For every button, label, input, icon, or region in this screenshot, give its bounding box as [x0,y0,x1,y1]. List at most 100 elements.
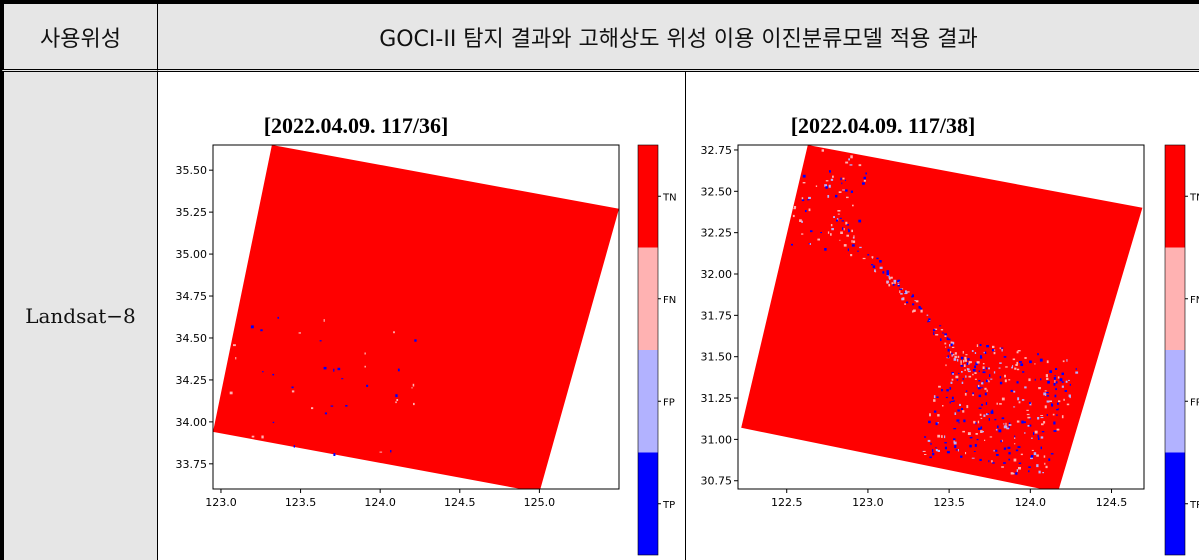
class-speckle [941,389,943,392]
class-speckle [872,265,876,269]
class-speckle [947,348,950,352]
class-speckle [843,228,845,231]
chart-title: [2022.04.09. 117/36] [264,113,449,138]
class-speckle [974,352,977,354]
class-speckle [1056,428,1060,431]
colorbar-segment-fp [638,350,658,453]
class-speckle [976,344,979,347]
class-speckle [879,266,883,269]
class-speckle [954,355,957,358]
class-speckle [939,325,942,327]
class-speckle [974,378,977,380]
class-speckle [952,373,954,375]
class-speckle [1040,417,1044,419]
class-speckle [1054,375,1056,377]
class-speckle [1031,437,1033,439]
class-speckle [847,248,849,252]
class-speckle [888,283,891,287]
class-speckle [842,227,844,230]
class-speckle [825,186,828,189]
class-speckle [1057,408,1059,410]
class-speckle [961,381,964,384]
class-speckle [229,391,233,395]
class-speckle [341,378,344,380]
class-speckle [831,228,834,231]
class-speckle [1036,454,1039,457]
scene-group [741,145,1143,489]
class-speckle [988,418,990,421]
class-speckle [1008,379,1011,381]
class-speckle [1047,380,1050,384]
class-speckle [981,403,983,406]
class-speckle [1008,422,1011,425]
class-speckle [915,300,919,303]
class-speckle [836,218,839,221]
class-speckle [1013,458,1017,462]
class-speckle [964,393,967,396]
class-speckle [930,442,932,445]
class-speckle [1042,472,1044,474]
class-speckle [840,177,842,181]
class-speckle [981,431,984,433]
class-speckle [1050,453,1054,455]
class-speckle [933,395,936,399]
class-speckle [933,410,937,413]
class-speckle [1053,430,1057,432]
class-speckle [837,213,840,215]
class-speckle [397,368,400,372]
class-speckle [969,444,972,448]
class-speckle [1058,400,1061,403]
class-speckle [1019,361,1022,363]
class-speckle [954,352,957,355]
class-speckle [983,414,986,417]
class-speckle [886,281,889,284]
class-speckle [871,264,874,266]
class-speckle [971,350,974,352]
class-speckle [964,356,967,360]
class-speckle [1056,414,1058,416]
class-speckle [994,418,997,421]
class-speckle [1046,414,1048,416]
class-speckle [1055,368,1058,370]
class-speckle [935,449,938,452]
class-speckle [968,361,971,364]
class-speckle [842,177,845,180]
class-speckle [830,178,834,181]
class-speckle [999,362,1002,364]
class-speckle [809,243,811,245]
class-speckle [1001,397,1005,401]
class-speckle [807,199,810,201]
class-speckle [330,405,334,407]
class-speckle [946,337,949,341]
class-speckle [985,402,988,405]
class-speckle [928,318,931,320]
class-speckle [395,401,397,404]
colorbar-label: TN [1189,192,1199,203]
class-speckle [971,457,975,459]
class-speckle [990,410,994,414]
class-speckle [1018,462,1022,464]
y-tick-label: 35.00 [176,248,208,261]
class-speckle [1043,455,1046,458]
class-speckle [996,454,999,456]
class-speckle [993,351,996,355]
class-speckle [990,378,993,380]
x-tick-label: 125.0 [524,496,556,509]
class-speckle [957,449,959,452]
class-speckle [984,351,987,354]
class-speckle [845,161,849,164]
class-speckle [1012,365,1014,367]
colorbar-label: FP [1190,397,1199,408]
class-speckle [1004,374,1006,378]
class-speckle [1008,424,1012,426]
class-speckle [927,320,929,323]
class-speckle [1017,350,1021,352]
class-speckle [1017,446,1021,448]
class-speckle [951,346,955,348]
plot-frame [212,144,620,490]
class-speckle [1027,416,1031,419]
class-speckle [412,383,415,387]
class-speckle [1013,390,1016,393]
class-speckle [849,164,853,166]
class-speckle [949,387,952,390]
